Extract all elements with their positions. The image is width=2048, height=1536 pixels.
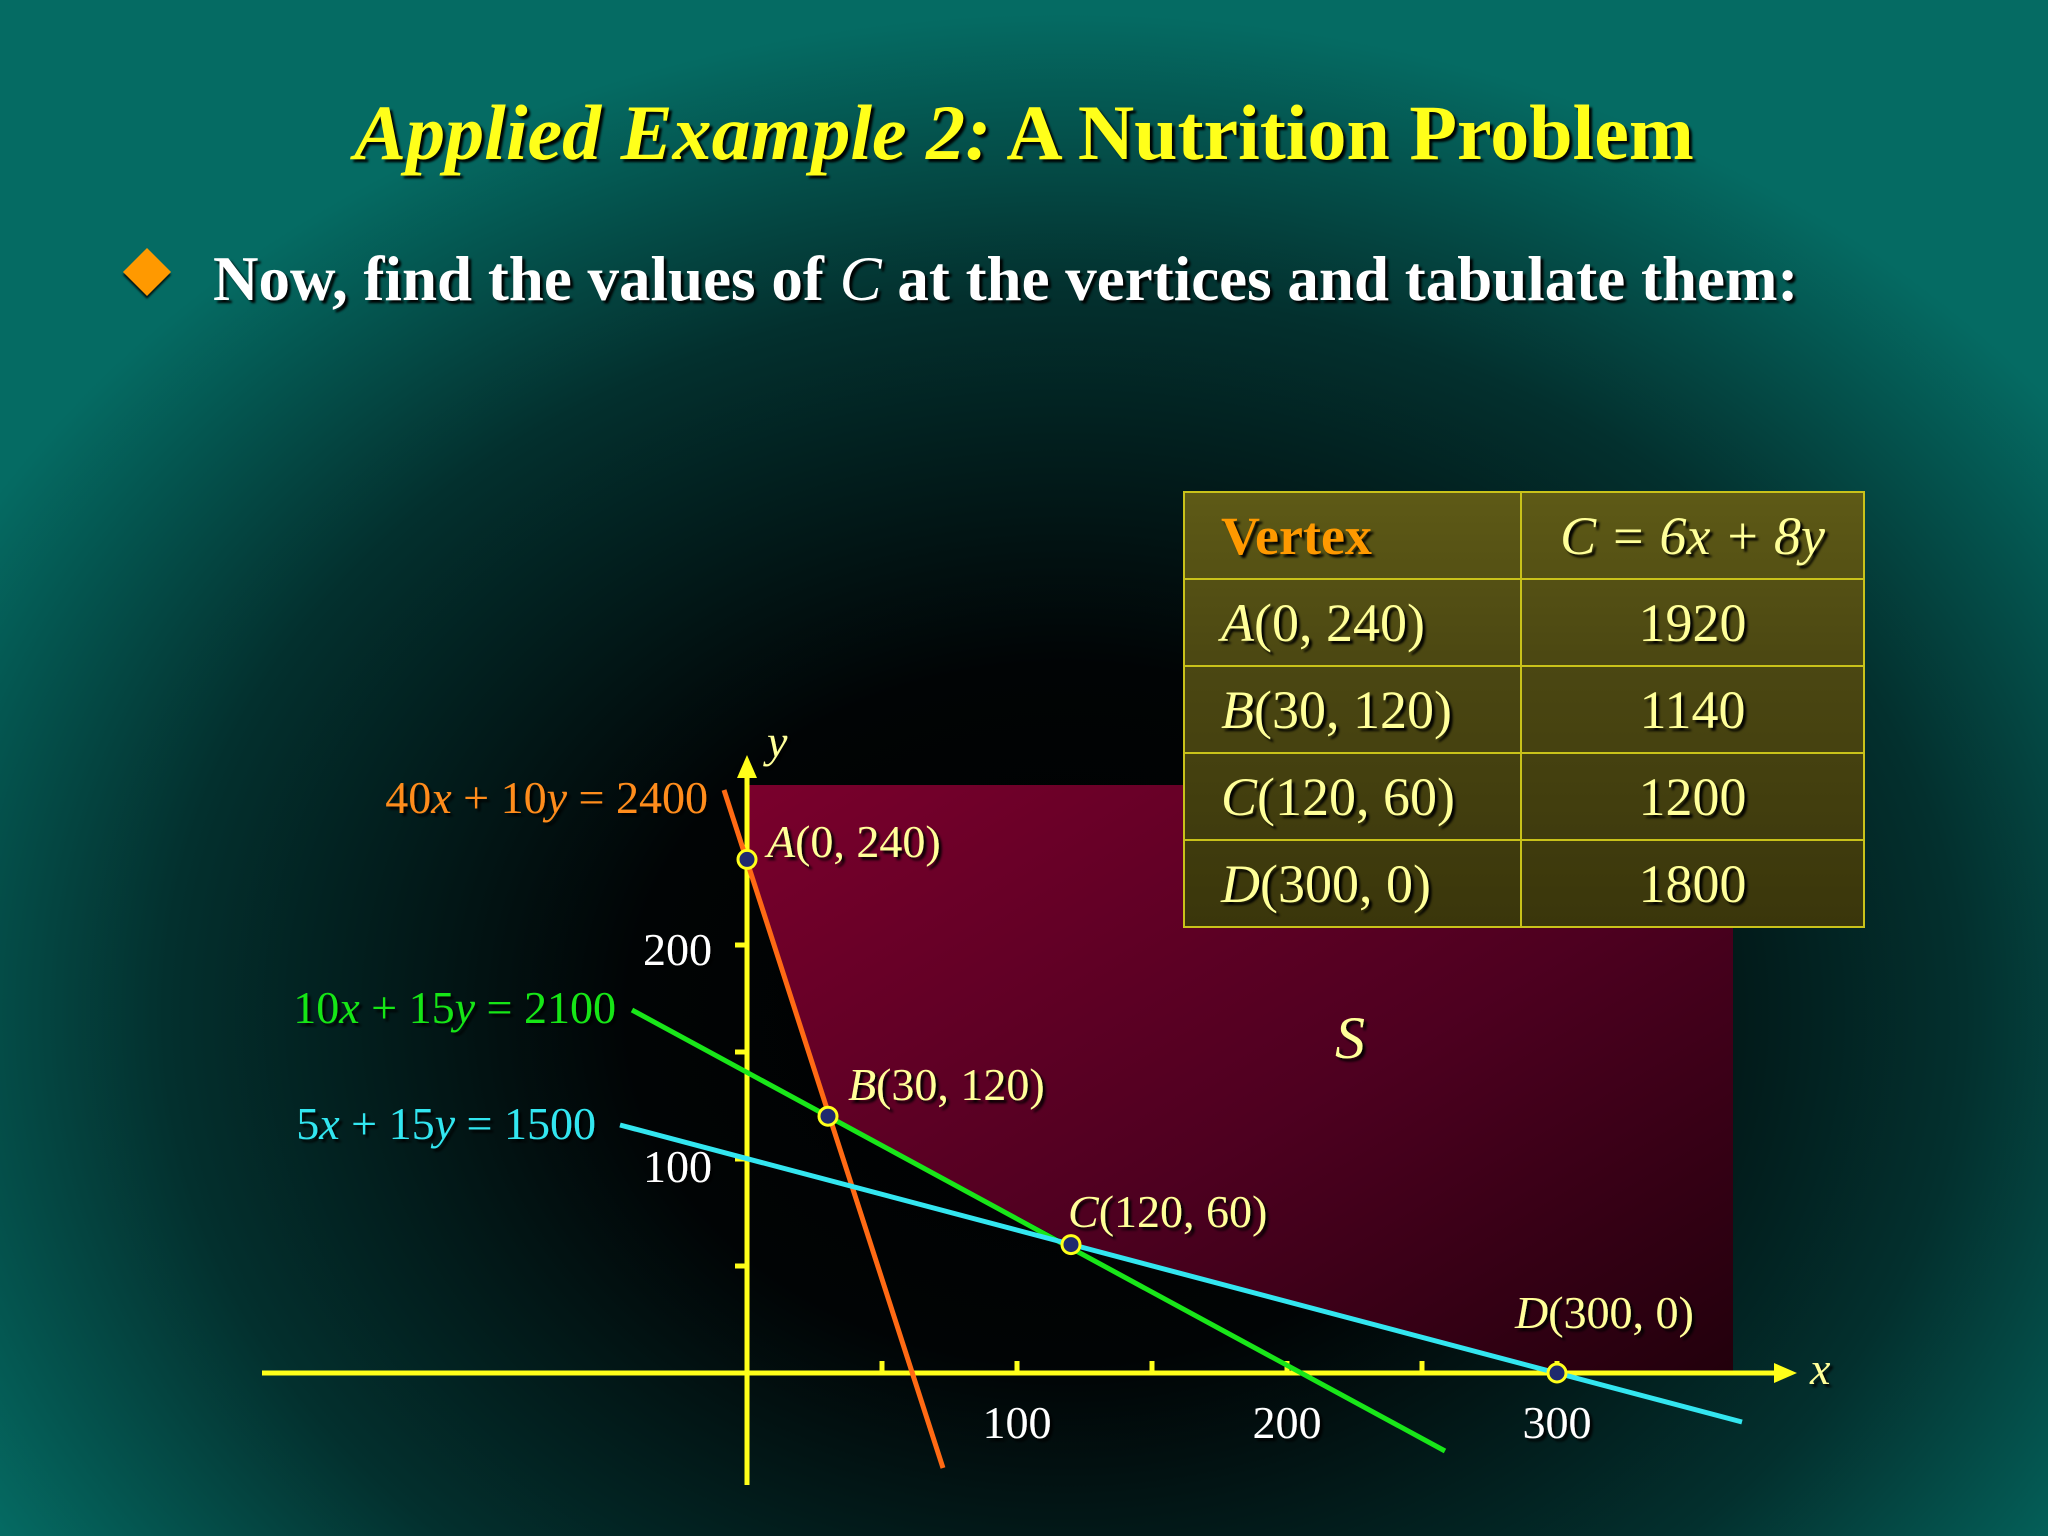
x-axis-arrow-icon xyxy=(1774,1363,1797,1383)
vertex-coords: (300, 0) xyxy=(1260,853,1431,914)
vertex-coords: (30, 120) xyxy=(1254,679,1452,740)
y-axis-label: y xyxy=(763,716,788,767)
y-tick-label: 100 xyxy=(643,1141,712,1192)
value-cell: 1920 xyxy=(1520,578,1865,667)
region-label-s: S xyxy=(1335,1005,1365,1071)
vertex-cell: C(120, 60) xyxy=(1183,752,1522,841)
vertex-label-c: C(120, 60) xyxy=(1068,1186,1267,1237)
x-tick-label: 300 xyxy=(1523,1397,1592,1448)
vertex-label-a: A(0, 240) xyxy=(764,816,941,867)
bullet-text-after: at the vertices and tabulate them: xyxy=(881,244,1799,314)
vertex-letter: C xyxy=(1221,766,1258,827)
vertex-cell: B(30, 120) xyxy=(1183,665,1522,754)
header-objective: C = 6x + 8y xyxy=(1520,491,1865,580)
equation-label-orange: 40x + 10y = 2400 xyxy=(385,772,708,823)
constraint-line-green xyxy=(630,1007,1447,1454)
bullet-variable: C xyxy=(839,244,882,314)
vertex-label-b: B(30, 120) xyxy=(848,1059,1045,1110)
vertex-letter: D xyxy=(1221,853,1260,914)
slide-title: Applied Example 2: A Nutrition Problem xyxy=(0,88,2048,178)
feasible-region xyxy=(747,785,1733,1373)
table-row: C(120, 60) 1200 xyxy=(1183,752,1865,841)
vertex-letter: A xyxy=(1221,592,1254,653)
vertex-letter: B xyxy=(1221,679,1254,740)
title-rest: A Nutrition Problem xyxy=(1006,89,1694,176)
title-italic: Applied Example 2: xyxy=(354,89,992,176)
table-row: D(300, 0) 1800 xyxy=(1183,839,1865,928)
table-row: B(30, 120) 1140 xyxy=(1183,665,1865,754)
bullet-text-before: Now, find the values of xyxy=(213,244,840,314)
equation-label-green: 10x + 15y = 2100 xyxy=(293,982,616,1033)
y-tick-label: 200 xyxy=(643,924,712,975)
x-tick-label: 200 xyxy=(1253,1397,1322,1448)
constraint-line-orange xyxy=(721,789,946,1469)
vertex-label-d: D(300, 0) xyxy=(1514,1287,1694,1338)
vertex-point-a xyxy=(736,848,758,870)
vertex-coords: (0, 240) xyxy=(1254,592,1425,653)
vertex-coords: (120, 60) xyxy=(1257,766,1455,827)
value-cell: 1140 xyxy=(1520,665,1865,754)
vertex-cell: A(0, 240) xyxy=(1183,578,1522,667)
vertex-value-table: Vertex C = 6x + 8y A(0, 240) 1920 B(30, … xyxy=(1183,491,1865,928)
table-row: A(0, 240) 1920 xyxy=(1183,578,1865,667)
vertex-cell: D(300, 0) xyxy=(1183,839,1522,928)
header-vertex: Vertex xyxy=(1183,491,1522,580)
table-header-row: Vertex C = 6x + 8y xyxy=(1183,491,1865,580)
vertex-point-b xyxy=(817,1105,839,1127)
vertex-point-c xyxy=(1060,1234,1082,1256)
bullet-text: Now, find the values of C at the vertice… xyxy=(213,243,1798,316)
x-tick-label: 100 xyxy=(983,1397,1052,1448)
value-cell: 1800 xyxy=(1520,839,1865,928)
value-cell: 1200 xyxy=(1520,752,1865,841)
vertex-point-d xyxy=(1546,1362,1568,1384)
y-axis-arrow-icon xyxy=(737,755,757,778)
equation-label-cyan: 5x + 15y = 1500 xyxy=(296,1098,596,1149)
x-axis-label: x xyxy=(1809,1343,1831,1394)
